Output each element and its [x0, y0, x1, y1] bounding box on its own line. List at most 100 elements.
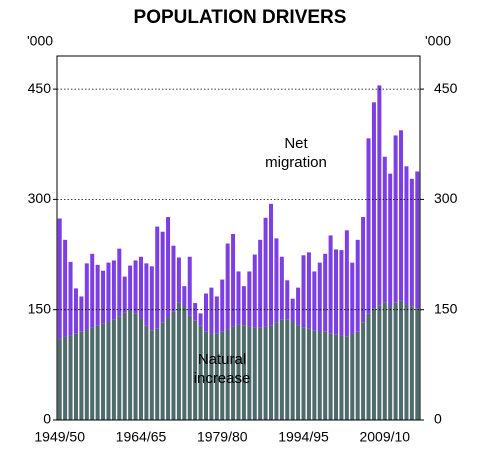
y-tick-label-left: 300 [28, 190, 52, 206]
bar-segment [117, 248, 122, 317]
y-tick-label-left: 450 [28, 80, 52, 96]
bar-segment [296, 325, 301, 420]
bar-segment [231, 233, 236, 327]
bar-segment [241, 325, 246, 420]
bar-segment [236, 271, 241, 325]
bar-segment [306, 328, 311, 420]
bar-segment [236, 324, 241, 420]
bar-segment [138, 256, 143, 319]
bar-segment [231, 326, 236, 420]
bar-segment [84, 263, 89, 330]
bar-segment [166, 217, 171, 318]
bar-segment [317, 262, 322, 332]
bar-segment [409, 178, 414, 307]
bar-segment [101, 270, 106, 324]
bar-segment [399, 300, 404, 420]
x-tick-label: 1964/65 [116, 429, 167, 445]
bar-segment [285, 280, 290, 320]
bar-segment [79, 331, 84, 420]
bar-segment [73, 288, 78, 334]
bar-segment [382, 156, 387, 303]
bar-segment [128, 309, 133, 420]
bar-segment [101, 323, 106, 420]
bar-segment [79, 296, 84, 332]
bar-segment [415, 171, 420, 309]
bar-segment [225, 243, 230, 330]
bar-segment [269, 325, 274, 420]
bar-segment [155, 226, 160, 329]
x-tick-label: 1979/80 [197, 429, 248, 445]
bar-segment [393, 302, 398, 420]
bar-segment [63, 239, 68, 337]
bar-segment [355, 239, 360, 332]
bar-segment [328, 235, 333, 334]
bar-segment [203, 331, 208, 420]
bar-segment [404, 304, 409, 420]
bar-segment [415, 308, 420, 420]
y-tick-label-right: 0 [434, 411, 442, 427]
chart-title: POPULATION DRIVERS [134, 7, 347, 28]
bar-segment [182, 306, 187, 420]
x-tick-label: 2009/10 [359, 429, 410, 445]
bar-segment [160, 231, 165, 323]
bar-segment [290, 321, 295, 420]
bar-segment [274, 238, 279, 323]
bar-segment [57, 339, 62, 420]
bar-segment [106, 321, 111, 420]
bar-segment [209, 333, 214, 420]
bar-segment [187, 315, 192, 420]
bar-segment [247, 271, 252, 327]
y-unit-left: '000 [27, 33, 53, 49]
bar-segment [404, 166, 409, 305]
bar-segment [263, 326, 268, 420]
bar-segment [328, 333, 333, 420]
bar-segment [171, 311, 176, 420]
bar-segment [371, 308, 376, 420]
bar-segment [176, 257, 181, 303]
plot-frame [56, 55, 421, 421]
bar-segment [90, 327, 95, 420]
bar-segment [344, 230, 349, 337]
bar-segment [95, 264, 100, 326]
bar-segment [209, 287, 214, 334]
bar-segment [409, 306, 414, 420]
bar-segment [334, 334, 339, 420]
bar-segment [274, 322, 279, 420]
y-unit-right: '000 [425, 33, 451, 49]
bar-segment [73, 333, 78, 420]
bar-segment [285, 319, 290, 420]
bar-segment [312, 330, 317, 420]
bar-segment [133, 313, 138, 420]
bar-segment [122, 276, 127, 313]
bar-segment [117, 316, 122, 420]
bar-segment [334, 249, 339, 335]
bar-segment [252, 327, 257, 420]
bar-segment [187, 256, 192, 316]
bar-segment [176, 302, 181, 420]
bar-segment [241, 286, 246, 326]
bar-segment [220, 279, 225, 332]
bar-segment [133, 260, 138, 314]
bar-segment [339, 335, 344, 420]
bar-segment [122, 312, 127, 420]
annotation: Natural [198, 351, 246, 368]
bar-segment [214, 333, 219, 420]
bar-segment [393, 135, 398, 303]
bar-segment [155, 328, 160, 420]
annotation: increase [194, 370, 251, 387]
bar-segment [198, 313, 203, 326]
bar-segment [84, 329, 89, 420]
bar-segment [366, 138, 371, 314]
bar-segment [193, 320, 198, 420]
y-tick-label-right: 300 [434, 190, 458, 206]
bar-segment [301, 255, 306, 328]
bar-segment [111, 260, 116, 320]
bar-segment [193, 303, 198, 321]
bar-segment [296, 287, 301, 326]
bar-segment [90, 253, 95, 328]
bar-segment [388, 306, 393, 420]
bar-segment [68, 335, 73, 420]
bar-segment [68, 261, 73, 336]
bar-segment [323, 253, 328, 332]
bar-segment [301, 327, 306, 420]
